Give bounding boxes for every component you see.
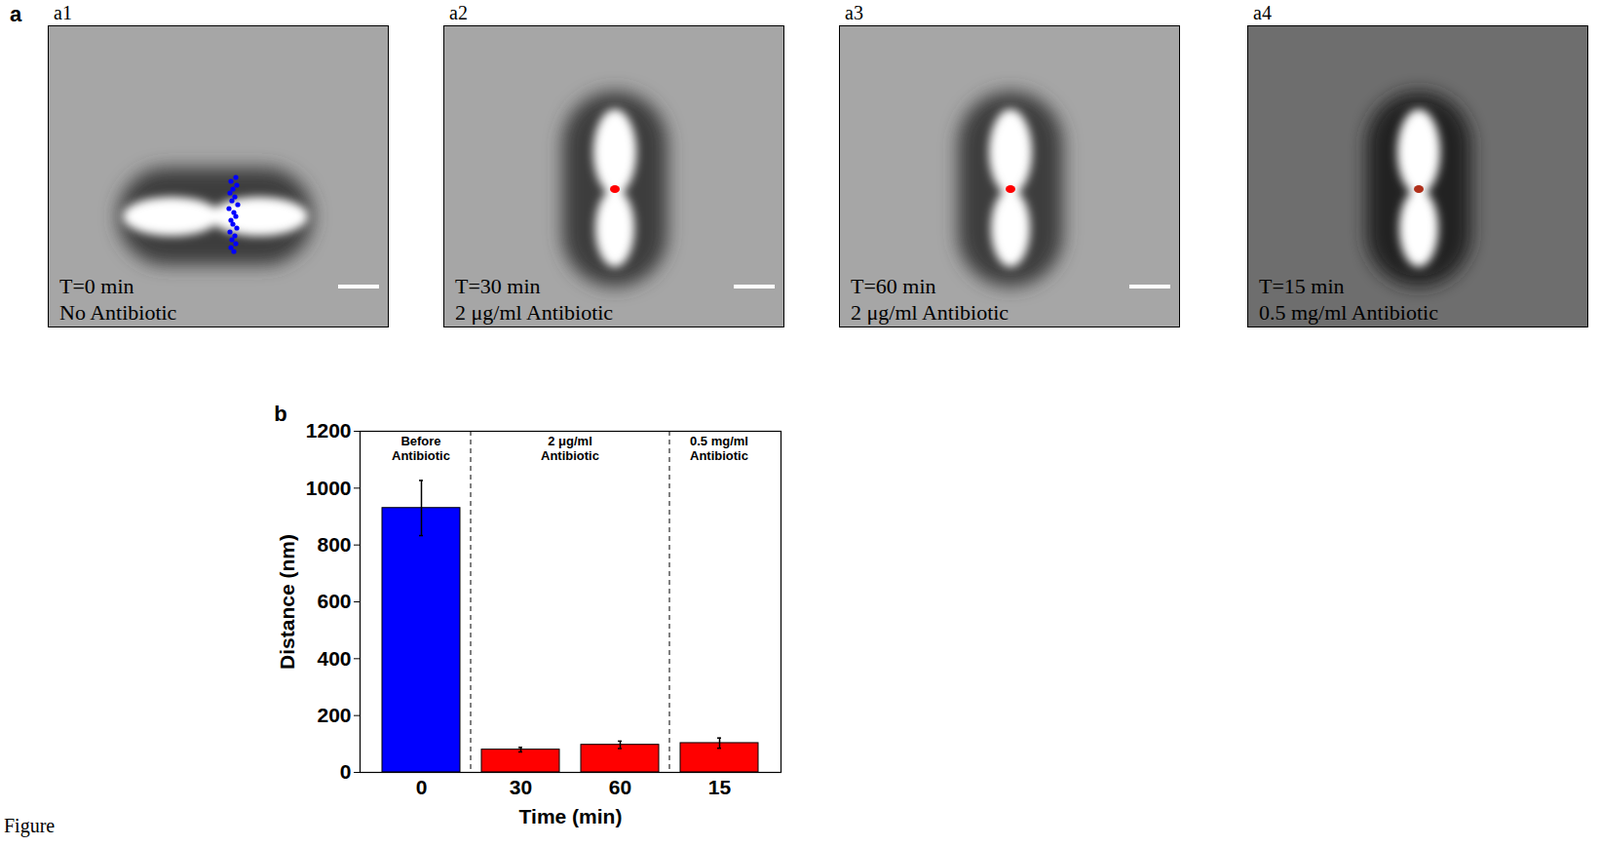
svg-text:15: 15 <box>708 775 732 799</box>
html-text:a4: a4 <box>1253 1 1272 24</box>
svg-text:200: 200 <box>316 703 351 726</box>
svg-text:b: b <box>273 401 287 426</box>
svg-text:T=0 min: T=0 min <box>59 273 135 299</box>
svg-text:Distance (nm): Distance (nm) <box>275 533 299 670</box>
html-text:a1: a1 <box>53 1 73 24</box>
svg-text:2 μg/ml Antibiotic: 2 μg/ml Antibiotic <box>455 300 613 325</box>
svg-text:0: 0 <box>340 760 352 783</box>
svg-text:BeforeAntibiotic: BeforeAntibiotic <box>391 433 451 463</box>
svg-text:0.5 mg/mlAntibiotic: 0.5 mg/mlAntibiotic <box>689 433 749 463</box>
svg-text:T=15 min: T=15 min <box>1258 273 1345 299</box>
svg-text:2 μg/ml Antibiotic: 2 μg/ml Antibiotic <box>850 300 1009 325</box>
html-text:Figure: Figure <box>3 814 55 837</box>
svg-text:400: 400 <box>316 647 351 670</box>
svg-text:Time (min): Time (min) <box>519 804 623 828</box>
html-text:a2: a2 <box>449 1 468 24</box>
svg-text:T=60 min: T=60 min <box>850 273 937 299</box>
html-text:a: a <box>9 1 22 27</box>
svg-text:No Antibiotic: No Antibiotic <box>59 300 178 325</box>
svg-text:T=30 min: T=30 min <box>455 273 541 299</box>
svg-text:0: 0 <box>416 775 428 799</box>
svg-text:1200: 1200 <box>305 419 352 442</box>
svg-text:1000: 1000 <box>305 476 352 499</box>
svg-text:800: 800 <box>316 533 351 556</box>
html-text:a3: a3 <box>844 1 864 24</box>
svg-text:2 μg/mlAntibiotic: 2 μg/mlAntibiotic <box>540 433 600 463</box>
svg-text:30: 30 <box>509 775 533 799</box>
svg-text:600: 600 <box>316 589 351 612</box>
svg-text:0.5 mg/ml Antibiotic: 0.5 mg/ml Antibiotic <box>1258 300 1439 325</box>
svg-text:60: 60 <box>609 775 632 799</box>
